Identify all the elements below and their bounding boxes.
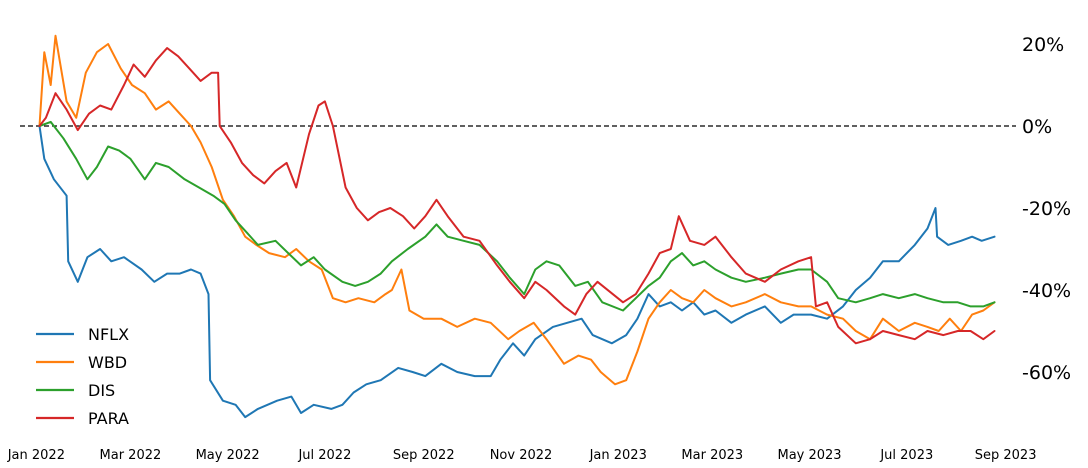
- y-tick-label: 20%: [1022, 34, 1064, 56]
- series-line-nflx: [38, 125, 996, 419]
- legend-item-wbd: WBD: [36, 353, 127, 372]
- y-tick-label: -20%: [1022, 198, 1071, 220]
- y-tick-label: -60%: [1022, 362, 1071, 384]
- x-tick-label: Sep 2023: [975, 448, 1037, 463]
- x-tick-label: Mar 2022: [100, 448, 162, 463]
- legend-label: DIS: [88, 381, 115, 400]
- series-line-dis: [38, 120, 996, 312]
- x-tick-label: Jan 2023: [589, 448, 647, 463]
- x-tick-label: Nov 2022: [490, 448, 553, 463]
- x-tick-label: Jul 2022: [297, 448, 351, 463]
- series-line-wbd: [38, 34, 996, 386]
- legend-label: PARA: [88, 409, 129, 428]
- x-tick-label: Jul 2023: [879, 448, 933, 463]
- legend-label: NFLX: [88, 325, 129, 344]
- legend: NFLX WBD DIS PARA: [36, 325, 129, 428]
- x-tick-labels: Jan 2022 Mar 2022 May 2022 Jul 2022 Sep 2022…: [7, 448, 1037, 463]
- x-tick-label: Mar 2023: [681, 448, 743, 463]
- legend-item-nflx: NFLX: [36, 325, 129, 344]
- x-tick-label: Sep 2022: [393, 448, 455, 463]
- series-line-para: [38, 47, 996, 345]
- y-tick-label: 0%: [1022, 116, 1052, 138]
- series-layer: [38, 34, 996, 419]
- y-tick-labels: 20% 0% -20% -40% -60%: [1022, 34, 1071, 384]
- x-tick-label: May 2023: [777, 448, 841, 463]
- x-tick-label: May 2022: [196, 448, 260, 463]
- legend-label: WBD: [88, 353, 127, 372]
- legend-item-dis: DIS: [36, 381, 115, 400]
- y-tick-label: -40%: [1022, 280, 1071, 302]
- legend-item-para: PARA: [36, 409, 129, 428]
- x-tick-label: Jan 2022: [7, 448, 65, 463]
